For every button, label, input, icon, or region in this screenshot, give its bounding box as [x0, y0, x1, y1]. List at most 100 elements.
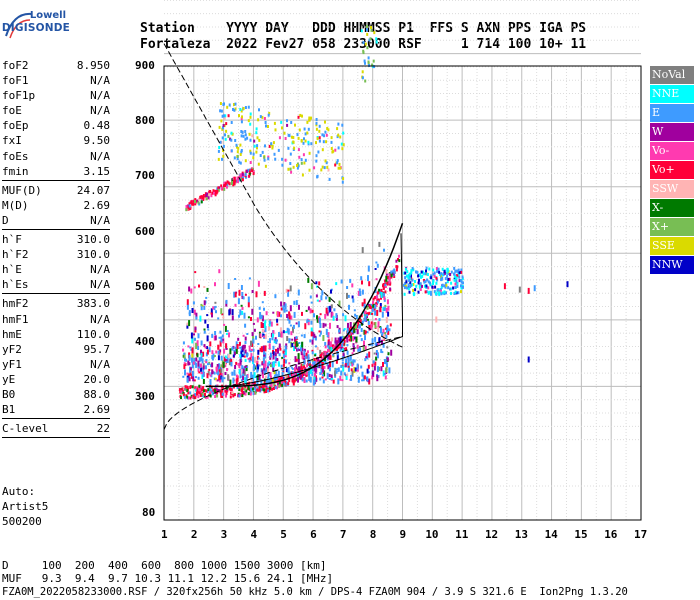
lower-dashed-curve [163, 336, 403, 430]
echo-point [347, 322, 349, 328]
echo-point [206, 346, 209, 350]
echo-point [275, 348, 277, 352]
echo-point [225, 343, 228, 349]
echo-point [256, 360, 259, 363]
echo-point [252, 366, 255, 372]
echo-point [200, 356, 203, 362]
echo-point [184, 363, 187, 366]
echo-point [403, 286, 406, 290]
echo-point [238, 364, 241, 369]
echo-point [217, 350, 220, 355]
echo-point [375, 37, 378, 41]
echo-point [370, 323, 373, 330]
echo-point [240, 389, 243, 392]
echo-point [350, 361, 353, 364]
param-value: 383.0 [76, 297, 110, 311]
echo-point [206, 373, 209, 379]
echo-point [363, 329, 366, 335]
x-tick-label: 2 [190, 528, 198, 541]
echo-point [285, 380, 288, 384]
echo-point [297, 164, 300, 168]
echo-point [280, 314, 282, 318]
echo-point [198, 391, 201, 395]
echo-point [255, 388, 258, 392]
echo-point [234, 139, 237, 142]
y-tick-label: 600 [135, 225, 155, 238]
echo-point [375, 302, 378, 306]
echo-point [282, 350, 285, 354]
echo-point [461, 275, 464, 279]
echo-point [201, 392, 204, 396]
echo-point [379, 326, 382, 329]
echo-point [242, 296, 245, 300]
echo-point [197, 333, 200, 339]
echo-point [210, 194, 213, 198]
echo-point [321, 290, 324, 296]
echo-point [367, 265, 370, 272]
echo-point [241, 391, 244, 395]
echo-point [275, 339, 278, 345]
echo-point [190, 332, 193, 339]
echo-point [356, 369, 359, 372]
param-value: N/A [90, 149, 110, 163]
echo-point [324, 378, 327, 381]
echo-point [276, 358, 279, 361]
echo-point [238, 388, 241, 392]
echo-point [251, 169, 254, 172]
echo-point [277, 382, 280, 386]
echo-point [189, 346, 192, 349]
echo-point [453, 272, 456, 276]
param-separator [2, 293, 110, 295]
echo-point [402, 283, 405, 287]
echo-point [272, 351, 275, 356]
echo-point [307, 127, 310, 131]
echo-point [303, 350, 306, 356]
echo-point [340, 346, 343, 350]
echo-point [380, 296, 382, 300]
echo-point [322, 353, 325, 357]
echo-point [217, 149, 220, 153]
echo-point [293, 146, 296, 150]
echo-point [338, 329, 340, 333]
echo-point [226, 183, 229, 187]
echo-point [233, 181, 235, 185]
echo-point [316, 361, 319, 368]
echo-point [267, 368, 270, 373]
echo-point [316, 285, 318, 288]
echo-point [345, 358, 348, 364]
echo-point [295, 370, 298, 373]
echo-point [219, 349, 222, 353]
echo-point [283, 131, 286, 135]
echo-point [302, 153, 305, 157]
echo-point [256, 317, 259, 323]
echo-point [439, 289, 442, 293]
echo-point [218, 374, 221, 381]
echo-point [315, 141, 317, 145]
echo-point [359, 291, 362, 296]
echo-point [330, 140, 333, 144]
echo-point [324, 360, 327, 364]
echo-point [192, 361, 195, 365]
legend-item-nne: NNE [650, 85, 694, 103]
echo-point [297, 289, 300, 296]
echo-point [280, 331, 283, 338]
echo-point [224, 363, 227, 368]
x-tick-label: 10 [425, 528, 439, 541]
echo-point [240, 355, 242, 362]
echo-point [305, 370, 308, 376]
echo-point [457, 270, 460, 274]
echo-point [240, 134, 243, 138]
echo-point [202, 389, 205, 393]
echo-point [272, 354, 275, 360]
echo-point [288, 362, 291, 365]
echo-point [198, 357, 201, 363]
echo-point [259, 347, 262, 352]
echo-point [321, 363, 324, 369]
echo-point [329, 356, 332, 360]
echo-point [430, 292, 432, 296]
echo-point [241, 387, 244, 390]
echo-point [222, 149, 225, 152]
echo-point [441, 267, 444, 271]
echo-point [203, 305, 206, 310]
echo-point [419, 282, 422, 286]
